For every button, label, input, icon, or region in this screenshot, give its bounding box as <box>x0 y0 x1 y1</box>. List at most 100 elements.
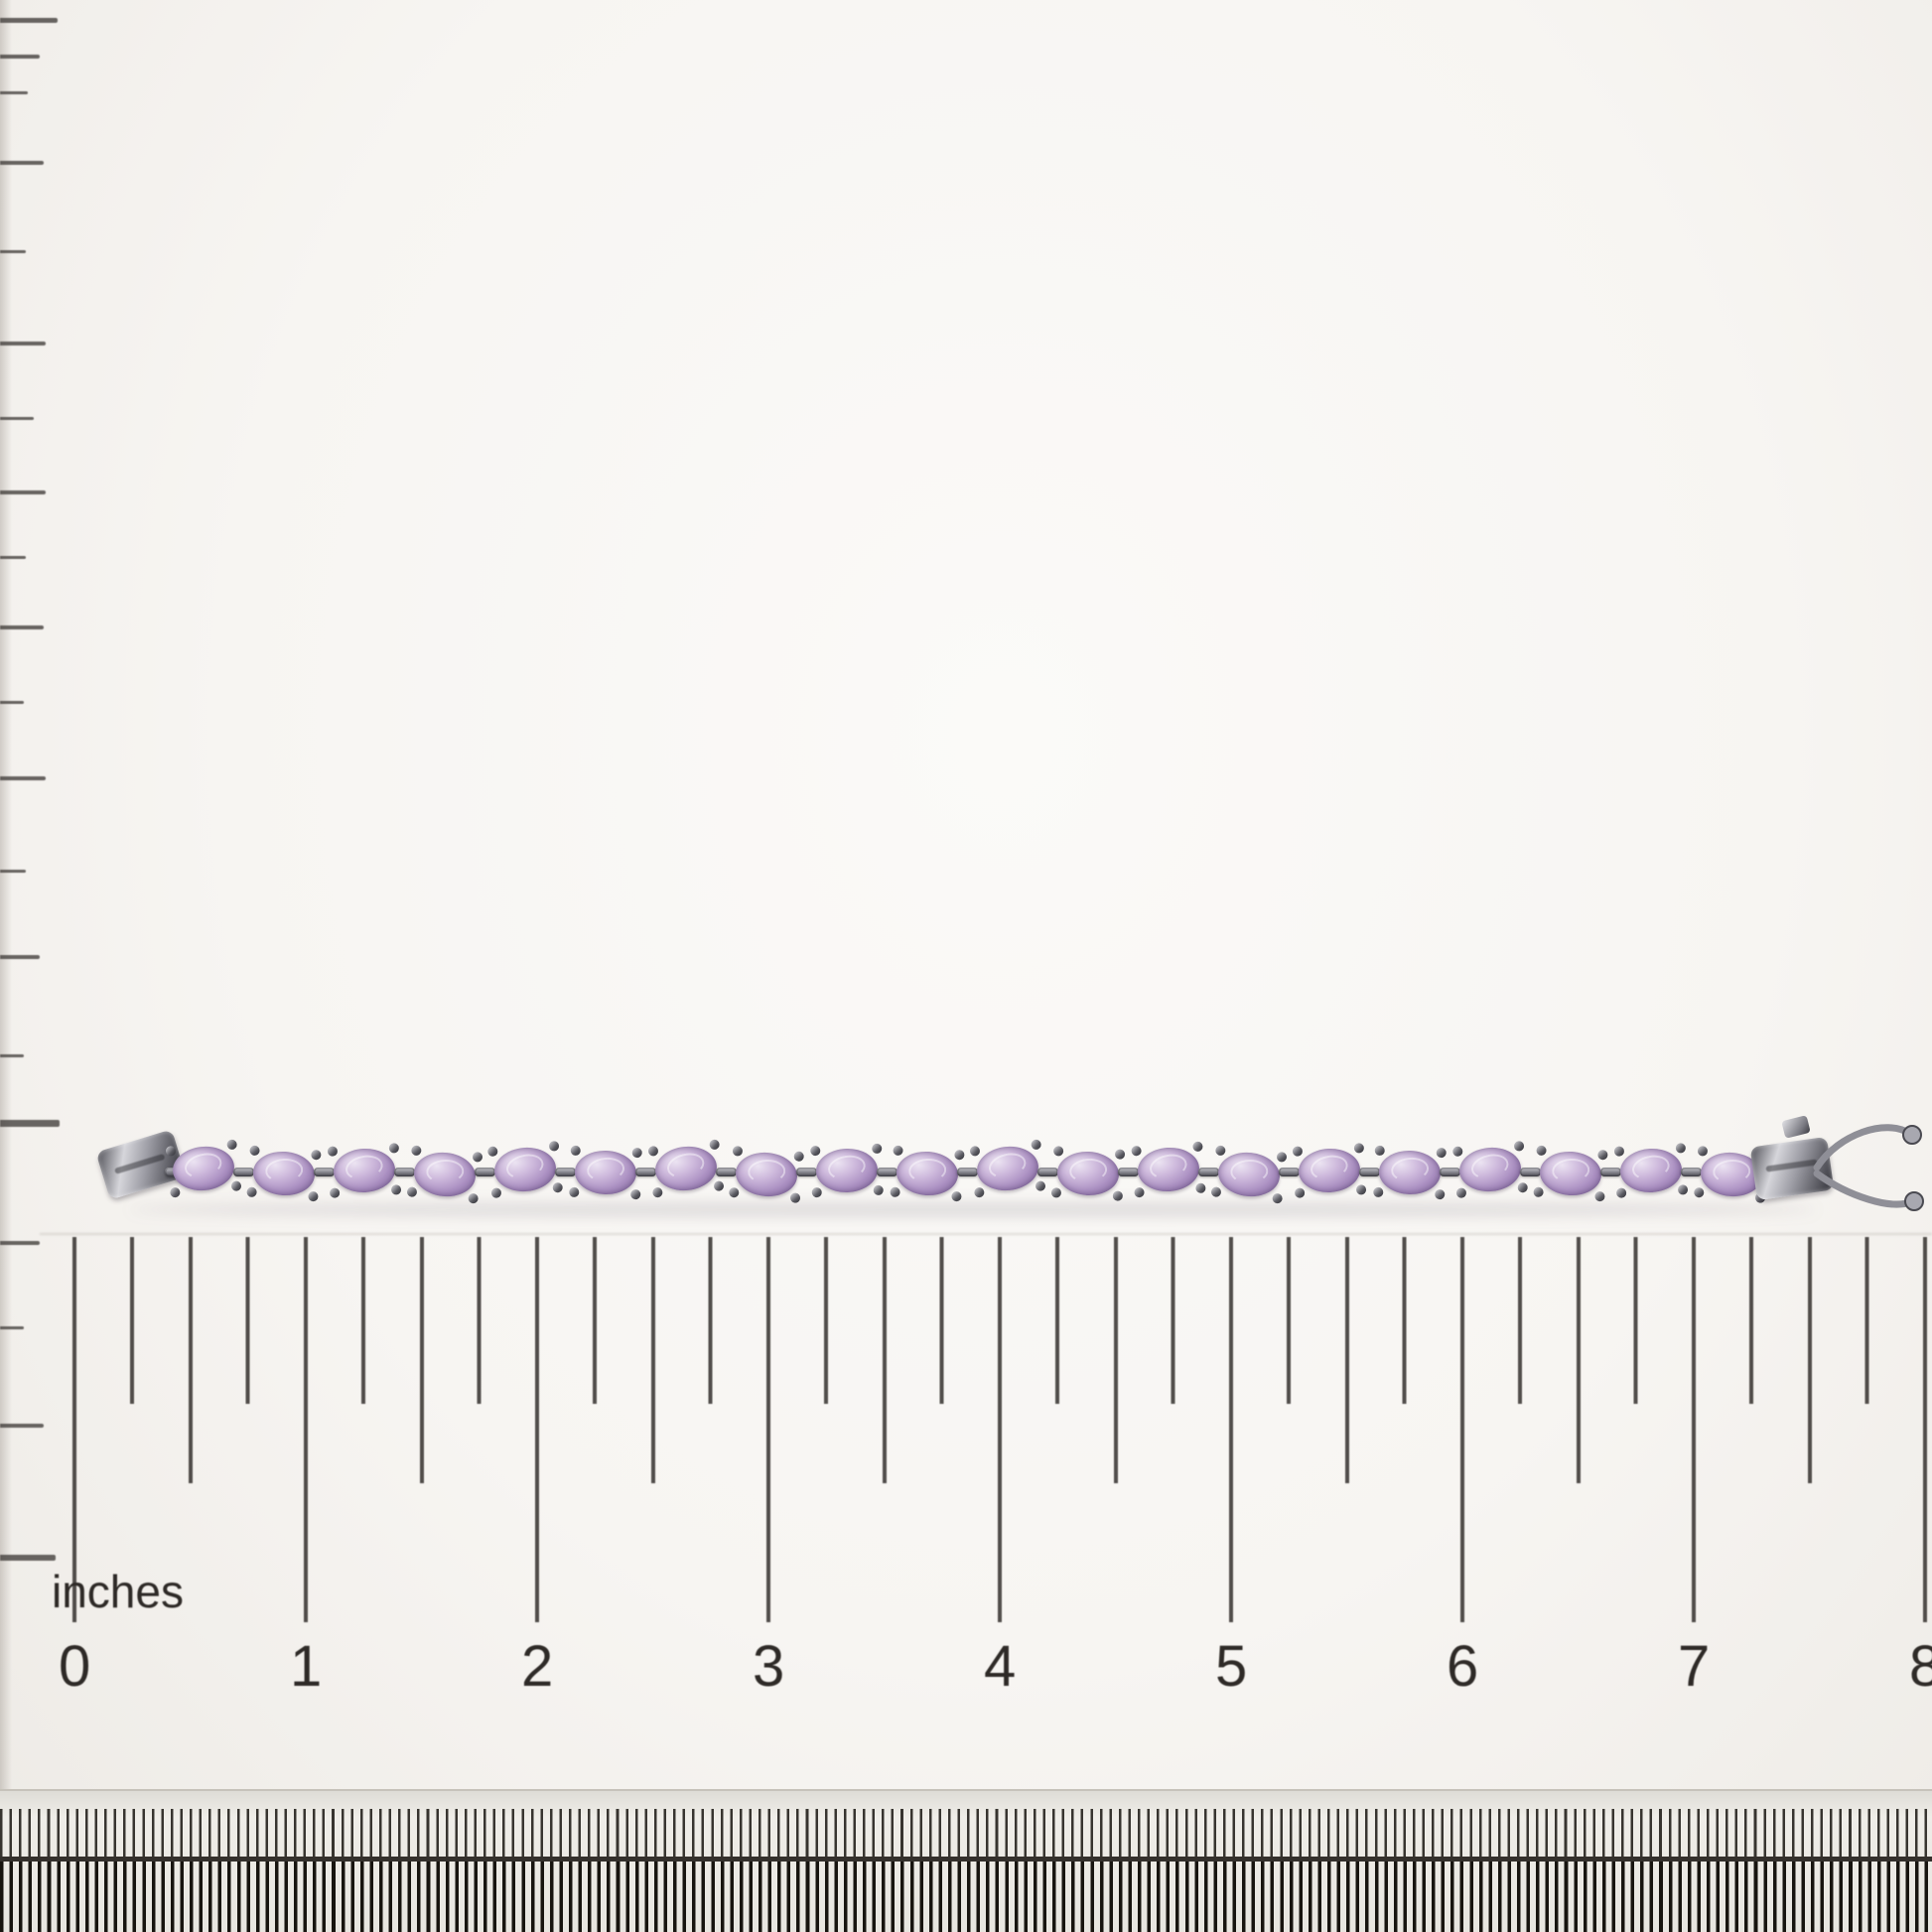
prong-icon <box>548 1140 560 1152</box>
prong-icon <box>1435 1188 1446 1200</box>
inch-number: 5 <box>1215 1634 1248 1699</box>
prong-icon <box>647 1145 659 1157</box>
left-ruler-tick <box>0 1326 24 1329</box>
left-ruler-tick <box>0 870 26 873</box>
prong-icon <box>230 1180 242 1192</box>
prong-icon <box>893 1145 903 1157</box>
prong-icon <box>810 1145 821 1157</box>
prong-icon <box>890 1186 900 1198</box>
prong-icon <box>249 1145 260 1157</box>
bracelet-link <box>957 1168 978 1176</box>
prong-icon <box>1276 1151 1288 1163</box>
prong-icon <box>165 1145 177 1157</box>
prong-icon <box>1031 1139 1042 1151</box>
prong-icon <box>811 1186 822 1198</box>
prong-icon <box>1675 1142 1687 1154</box>
prong-icon <box>1513 1140 1525 1152</box>
gem-stone <box>1613 1142 1689 1198</box>
prong-icon <box>1134 1186 1145 1198</box>
bracelet-link <box>233 1168 254 1176</box>
prong-icon <box>793 1150 805 1162</box>
prong-icon <box>246 1186 257 1198</box>
prong-icon <box>630 1188 641 1200</box>
gem-stone <box>1050 1145 1126 1201</box>
left-ruler-tick <box>0 776 46 780</box>
prong-icon <box>1594 1190 1605 1202</box>
prong-icon <box>329 1186 341 1198</box>
bracelet-link <box>877 1168 897 1176</box>
prong-icon <box>472 1151 483 1163</box>
prong-icon <box>713 1180 725 1192</box>
gem-stone <box>1373 1145 1447 1200</box>
gem-stone <box>1533 1145 1608 1203</box>
left-ruler-tick <box>0 342 46 345</box>
safety-ball-lower <box>1904 1191 1924 1211</box>
left-ruler-tick <box>0 1555 56 1561</box>
prong-icon <box>308 1190 319 1202</box>
prong-icon <box>1615 1186 1627 1198</box>
gem-stone <box>486 1140 564 1199</box>
left-ruler-tick <box>0 161 44 165</box>
prong-icon <box>1131 1145 1142 1157</box>
prong-icon <box>1050 1186 1062 1198</box>
left-ruler-tick <box>0 625 44 629</box>
gem-stone <box>327 1142 402 1198</box>
left-ruler-tick <box>0 250 26 253</box>
prong-icon <box>468 1192 480 1204</box>
bracelet-shadow <box>129 1203 1817 1216</box>
prong-icon <box>651 1186 663 1198</box>
prong-icon <box>486 1145 498 1157</box>
prong-icon <box>390 1183 402 1195</box>
prong-icon <box>1214 1145 1226 1157</box>
prong-icon <box>169 1186 181 1198</box>
right-clasp-slot <box>1765 1159 1818 1173</box>
prong-icon <box>873 1184 884 1196</box>
prong-icon <box>872 1143 883 1155</box>
prong-icon <box>789 1191 801 1203</box>
prong-icon <box>388 1142 400 1154</box>
prong-icon <box>1192 1141 1203 1153</box>
inch-number: 2 <box>521 1634 554 1699</box>
prong-icon <box>311 1149 322 1161</box>
prong-icon <box>569 1186 580 1198</box>
bracelet-link <box>635 1168 656 1176</box>
bracelet-link <box>1440 1168 1460 1176</box>
prong-icon <box>1455 1186 1467 1198</box>
gem-stone <box>165 1139 242 1199</box>
gem-stone <box>569 1145 642 1200</box>
inch-number: 4 <box>984 1634 1017 1699</box>
bracelet-link <box>1359 1168 1380 1176</box>
prong-icon <box>570 1145 581 1157</box>
right-clasp-safety <box>1813 1124 1924 1211</box>
prong-icon <box>1533 1186 1544 1198</box>
left-ruler-tick <box>0 955 40 959</box>
safety-wire-upper <box>1813 1124 1914 1172</box>
left-ruler-tick <box>0 91 28 94</box>
prong-icon <box>327 1145 339 1157</box>
mm-ticks-upper <box>0 1809 1932 1857</box>
left-ruler-tick <box>0 1120 60 1127</box>
bracelet-link <box>1279 1168 1300 1176</box>
prong-icon <box>1697 1145 1709 1157</box>
gem-stone <box>890 1145 965 1203</box>
left-ruler-tick <box>0 18 58 23</box>
inch-number: 7 <box>1678 1634 1711 1699</box>
bracelet-link <box>1520 1168 1541 1176</box>
gem-stone <box>728 1145 805 1204</box>
prong-icon <box>1451 1145 1463 1157</box>
inch-number: 6 <box>1447 1634 1479 1699</box>
prong-icon <box>631 1147 642 1159</box>
quarter-inch-ticks <box>130 1237 1932 1404</box>
left-ruler-tick <box>0 55 40 59</box>
gem-stone <box>647 1139 725 1199</box>
prong-icon <box>732 1145 744 1157</box>
safety-ball-upper <box>1902 1125 1922 1145</box>
prong-icon <box>1035 1180 1046 1192</box>
prong-icon <box>552 1181 564 1193</box>
left-ruler-edge-shade <box>0 0 12 1932</box>
prong-icon <box>406 1186 418 1198</box>
left-clasp-slot <box>114 1153 166 1174</box>
inches-label: inches <box>52 1566 184 1617</box>
bracelet-link <box>1600 1168 1621 1176</box>
